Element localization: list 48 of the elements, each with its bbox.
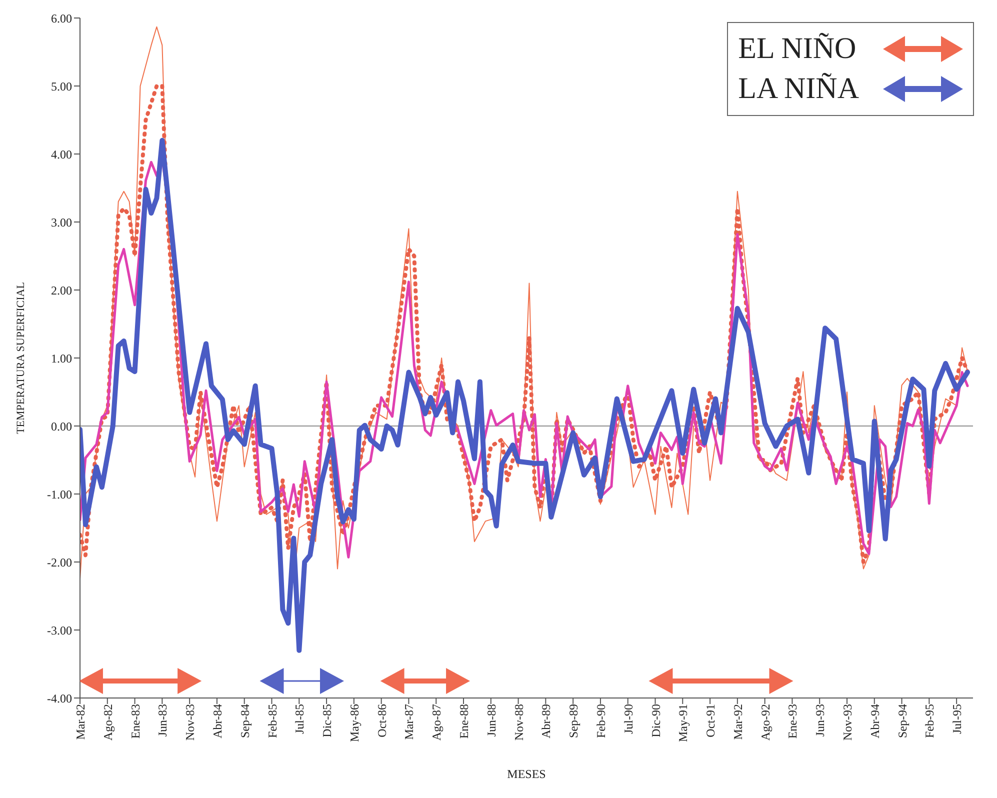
y-tick-label: -3.00 — [47, 623, 72, 638]
y-tick-label: 4.00 — [51, 147, 72, 162]
x-tick-label: Feb-90 — [594, 704, 608, 738]
legend-label: EL NIÑO — [738, 31, 858, 67]
x-tick-label: Mar-82 — [74, 704, 88, 740]
legend-label: LA NIÑA — [738, 71, 859, 107]
x-tick-label: Oct-86 — [374, 704, 389, 738]
y-tick-label: 1.00 — [51, 351, 72, 366]
y-tick-label: -1.00 — [47, 487, 72, 502]
x-tick-label: Jul-95 — [950, 704, 964, 734]
x-tick-label: Jul-90 — [621, 704, 636, 734]
x-tick-label: Ene-93 — [786, 704, 800, 739]
x-tick-label: Ago-92 — [758, 704, 772, 741]
x-tick-label: Abr-94 — [868, 704, 882, 738]
y-tick-label: -4.00 — [47, 691, 72, 706]
x-tick-label: Oct-91 — [704, 704, 718, 738]
x-tick-label: Jun-83 — [156, 704, 170, 737]
y-tick-label: 6.00 — [51, 11, 72, 26]
x-tick-label: Nov-93 — [840, 704, 855, 741]
x-tick-label: May-91 — [676, 704, 690, 742]
x-tick-label: Ago-82 — [100, 704, 115, 741]
x-tick-label: Nov-83 — [183, 704, 198, 741]
x-tick-label: Dic-90 — [648, 704, 663, 738]
x-tick-label: Jun-93 — [813, 704, 828, 737]
x-tick-label: Mar-87 — [402, 704, 416, 740]
y-tick-label: 3.00 — [51, 215, 72, 230]
x-tick-label: Dic-85 — [320, 704, 334, 738]
x-tick-label: Sep-94 — [895, 704, 910, 738]
x-tick-label: Nov-88 — [512, 704, 526, 741]
y-tick-label: 5.00 — [51, 79, 72, 94]
x-tick-label: Abr-89 — [539, 704, 554, 738]
x-tick-label: Ene-83 — [128, 704, 142, 739]
x-tick-label: Jun-88 — [484, 704, 498, 737]
x-tick-label: Mar-92 — [730, 704, 745, 740]
x-tick-label: Ago-87 — [430, 704, 444, 741]
x-tick-label: Jul-85 — [292, 704, 307, 734]
x-axis-title: MESES — [507, 767, 546, 781]
x-tick-label: May-86 — [347, 704, 362, 742]
x-tick-label: Sep-84 — [238, 704, 252, 738]
x-tick-label: Ene-88 — [457, 704, 472, 739]
x-tick-label: Feb-95 — [922, 704, 937, 738]
y-tick-label: 2.00 — [51, 283, 72, 298]
y-tick-label: 0.00 — [51, 419, 72, 434]
x-tick-label: Abr-84 — [210, 704, 224, 738]
x-tick-label: Feb-85 — [265, 704, 280, 738]
y-axis-title: TEMPERATURA SUPERFICIAL — [14, 282, 27, 434]
x-tick-label: Sep-89 — [566, 704, 581, 738]
y-tick-label: -2.00 — [47, 555, 72, 570]
